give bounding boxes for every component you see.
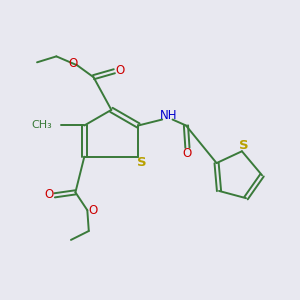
Text: O: O xyxy=(88,204,97,217)
Text: S: S xyxy=(239,140,249,152)
Text: O: O xyxy=(115,64,124,77)
Text: NH: NH xyxy=(160,110,178,122)
Text: O: O xyxy=(68,57,78,70)
Text: O: O xyxy=(45,188,54,201)
Text: CH₃: CH₃ xyxy=(31,120,52,130)
Text: S: S xyxy=(137,155,147,169)
Text: O: O xyxy=(183,147,192,160)
